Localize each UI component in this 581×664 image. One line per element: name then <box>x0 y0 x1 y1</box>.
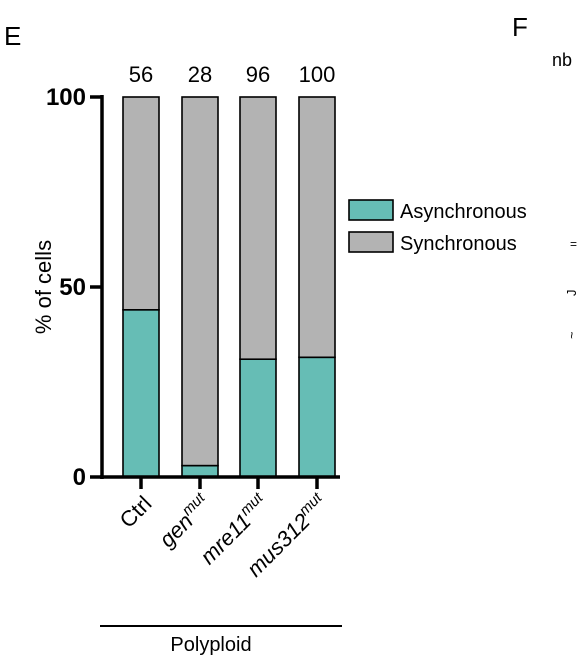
bar-segment-synchronous-mus312 <box>298 96 336 359</box>
x-tick-label: Ctrl <box>115 491 157 533</box>
legend-swatch-asynchronous <box>348 199 394 221</box>
count-label: 96 <box>246 62 270 87</box>
bar-segment-synchronous-mre11 <box>239 96 277 361</box>
count-labels-group: 56 28 96 100 <box>129 62 336 87</box>
y-tick-label: 100 <box>46 84 86 111</box>
legend: Asynchronous Synchronous <box>348 199 527 255</box>
tick-group: 0 50 100 <box>46 84 319 491</box>
panel-f-axis-fragment: = <box>570 237 577 251</box>
bars-group <box>122 96 336 478</box>
bar-segment-asynchronous-mre11 <box>239 358 277 478</box>
legend-label-synchronous: Synchronous <box>400 233 517 255</box>
bar-segment-synchronous-gen <box>181 96 219 467</box>
panel-f-axis-fragment-3: ~ <box>564 331 579 339</box>
legend-label-asynchronous: Asynchronous <box>400 201 527 223</box>
y-tick-label: 0 <box>73 464 86 491</box>
bar-segment-asynchronous-mus312 <box>298 356 336 478</box>
y-tick-label: 50 <box>59 274 86 301</box>
group-label: Polyploid <box>170 634 251 656</box>
panel-label-f: F <box>512 12 528 42</box>
y-axis-label: % of cells <box>31 240 56 334</box>
panel-f-fragment: nb <box>552 50 572 70</box>
count-label: 56 <box>129 62 153 87</box>
count-label: 28 <box>188 62 212 87</box>
count-label: 100 <box>299 62 336 87</box>
legend-swatch-synchronous <box>348 231 394 253</box>
bar-segment-asynchronous-ctrl <box>122 308 160 478</box>
bar-segment-synchronous-ctrl <box>122 96 160 311</box>
panel-f-axis-fragment-2: J <box>564 290 579 297</box>
panel-label-e: E <box>4 21 21 51</box>
